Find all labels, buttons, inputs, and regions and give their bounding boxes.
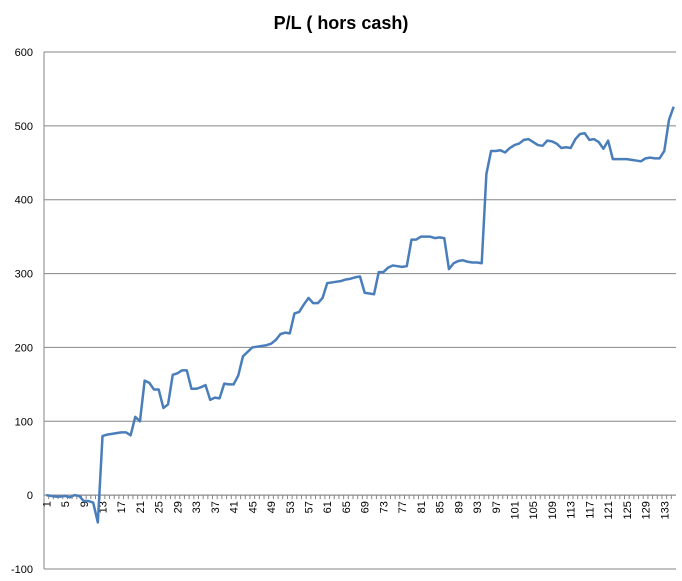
x-tick-label: 21: [135, 501, 147, 513]
x-tick-label: 125: [622, 501, 634, 519]
x-tick-label: 73: [378, 501, 390, 513]
x-tick-label: 13: [98, 501, 110, 513]
x-tick-label: 17: [116, 501, 128, 513]
y-tick-label: 400: [15, 195, 33, 207]
x-tick-label: 121: [603, 501, 615, 519]
x-tick-label: 25: [154, 501, 166, 513]
x-tick-label: 57: [304, 501, 316, 513]
x-tick-label: 117: [584, 501, 596, 519]
x-tick-label: 37: [210, 501, 222, 513]
chart-title: P/L ( hors cash): [274, 13, 409, 33]
x-tick-label: 77: [397, 501, 409, 513]
x-tick-label: 89: [453, 501, 465, 513]
y-tick-label: 300: [15, 269, 33, 281]
x-tick-label: 53: [285, 501, 297, 513]
x-tick-label: 85: [435, 501, 447, 513]
x-tick-label: 9: [79, 501, 91, 507]
x-tick-label: 133: [659, 501, 671, 519]
x-tick-label: 105: [528, 501, 540, 519]
x-tick-label: 113: [566, 501, 578, 519]
x-tick-label: 81: [416, 501, 428, 513]
x-tick-label: 69: [360, 501, 372, 513]
x-tick-label: 49: [266, 501, 278, 513]
y-tick-label: 600: [15, 47, 33, 59]
x-tick-label: 129: [641, 501, 653, 519]
x-tick-label: 61: [322, 501, 334, 513]
x-tick-label: 41: [229, 501, 241, 513]
y-tick-label: -100: [11, 564, 33, 576]
x-tick-label: 65: [341, 501, 353, 513]
x-tick-label: 109: [547, 501, 559, 519]
x-tick-label: 1: [41, 501, 53, 507]
x-tick-label: 5: [60, 501, 72, 507]
y-tick-label: 100: [15, 416, 33, 428]
x-tick-label: 33: [191, 501, 203, 513]
line: [46, 106, 675, 524]
x-tick-label: 101: [509, 501, 521, 519]
x-tick-label: 45: [247, 501, 259, 513]
y-tick-label: 0: [27, 490, 33, 502]
x-tick-label: 93: [472, 501, 484, 513]
x-tick-label: 29: [172, 501, 184, 513]
x-tick-label: 97: [491, 501, 503, 513]
y-tick-label: 500: [15, 121, 33, 133]
y-tick-label: 200: [15, 342, 33, 354]
